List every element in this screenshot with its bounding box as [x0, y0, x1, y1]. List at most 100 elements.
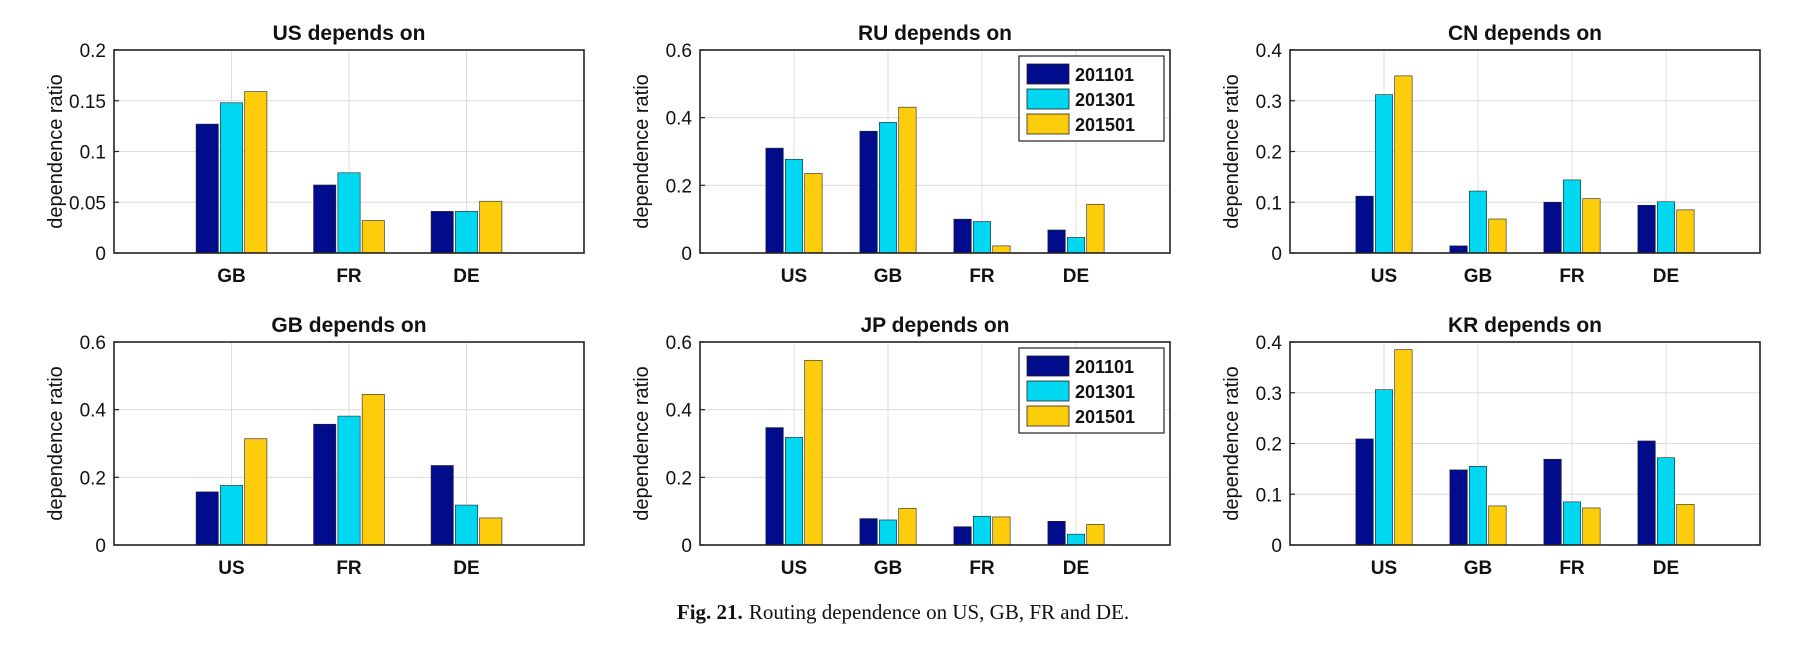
bar-gb-depends-on-de-201101 [430, 465, 454, 546]
x-tick-label-us: US [218, 558, 244, 579]
chart-title: CN depends on [1448, 22, 1602, 45]
chart-kr-depends-on: 0 0.1 0.2 0.3 0.4 US GB FR DE KR depends on depend… [1221, 314, 1761, 579]
legend-label-201301: 201301 [1075, 90, 1135, 110]
legend: 201101 201301 201501 [1018, 347, 1165, 434]
bar-us-depends-on-de-201101 [430, 211, 454, 254]
bar-cn-depends-on-de-201101 [1637, 204, 1656, 254]
bar-gb-depends-on-us-201301 [220, 485, 243, 546]
legend-label-201101: 201101 [1075, 357, 1134, 377]
legend-swatch-201301 [1026, 88, 1070, 110]
chart-gb-depends-on: 0 0.2 0.4 0.6 US FR DE GB depends on dependence … [45, 314, 585, 579]
chart-cn-depends-on: 0 0.1 0.2 0.3 0.4 US GB FR DE CN depends on depend… [1221, 22, 1761, 287]
chart-ru-depends-on: 0 0.2 0.4 0.6 US GB FR DE RU depends on dependenc… [631, 22, 1171, 287]
x-tick-label-us: US [1371, 266, 1397, 287]
bar-jp-depends-on-fr-201101 [953, 526, 972, 546]
bar-cn-depends-on-gb-201501 [1488, 218, 1507, 254]
bar-gb-depends-on-de-201301 [455, 504, 478, 546]
bar-kr-depends-on-gb-201501 [1488, 505, 1507, 546]
bar-cn-depends-on-us-201301 [1374, 94, 1394, 254]
legend-swatch-201301 [1026, 380, 1070, 402]
bar-us-depends-on-fr-201501 [361, 220, 385, 254]
y-axis-label: dependence ratio [631, 366, 653, 521]
bar-gb-depends-on-fr-201101 [313, 423, 337, 546]
bar-ru-depends-on-de-201301 [1066, 237, 1086, 254]
bar-kr-depends-on-de-201301 [1656, 457, 1676, 546]
y-tick-label: 0.2 [80, 468, 106, 489]
bar-ru-depends-on-gb-201301 [878, 122, 898, 254]
y-tick-label: 0.2 [1256, 435, 1282, 456]
bar-jp-depends-on-de-201501 [1086, 524, 1105, 546]
x-tick-label-gb: GB [1464, 266, 1493, 287]
bar-ru-depends-on-us-201501 [804, 173, 823, 254]
bar-cn-depends-on-us-201501 [1394, 75, 1413, 254]
y-tick-label: 0 [95, 536, 106, 557]
bar-us-depends-on-gb-201501 [244, 91, 268, 254]
bar-ru-depends-on-us-201101 [765, 147, 784, 254]
bar-ru-depends-on-us-201301 [784, 158, 804, 254]
bar-gb-depends-on-fr-201501 [361, 394, 385, 546]
bar-jp-depends-on-gb-201301 [878, 519, 898, 546]
y-axis-label: dependence ratio [45, 74, 67, 229]
bar-us-depends-on-gb-201301 [220, 102, 243, 254]
legend-swatch-201101 [1026, 355, 1070, 377]
bar-us-depends-on-fr-201301 [337, 172, 361, 254]
y-tick-label: 0.2 [666, 176, 692, 197]
y-tick-label: 0.05 [69, 193, 106, 214]
y-axis-label: dependence ratio [1221, 74, 1243, 229]
y-tick-label: 0.2 [1256, 143, 1282, 164]
y-axis-label: dependence ratio [631, 74, 653, 229]
bar-kr-depends-on-gb-201301 [1468, 466, 1488, 546]
bar-jp-depends-on-fr-201301 [972, 515, 992, 546]
x-tick-label-fr: FR [336, 558, 362, 579]
x-tick-label-fr: FR [1559, 558, 1585, 579]
x-tick-label-gb: GB [874, 266, 903, 287]
y-tick-label: 0.4 [666, 109, 693, 130]
y-tick-label: 0.1 [1256, 485, 1282, 506]
legend: 201101 201301 201501 [1018, 55, 1165, 142]
y-tick-label: 0.2 [80, 41, 106, 62]
y-tick-label: 0.3 [1256, 92, 1282, 113]
bar-ru-depends-on-fr-201301 [972, 221, 992, 254]
x-tick-label-de: DE [453, 558, 479, 579]
chart-title: US depends on [273, 22, 426, 45]
bar-kr-depends-on-fr-201101 [1543, 458, 1562, 546]
x-tick-label-gb: GB [217, 266, 246, 287]
y-tick-label: 0.1 [1256, 193, 1282, 214]
bar-gb-depends-on-us-201501 [244, 438, 268, 546]
bar-us-depends-on-fr-201101 [313, 184, 337, 254]
y-tick-label: 0.6 [80, 333, 106, 354]
x-tick-label-gb: GB [1464, 558, 1493, 579]
bar-jp-depends-on-us-201501 [804, 359, 823, 546]
x-tick-label-us: US [781, 266, 807, 287]
bar-jp-depends-on-de-201101 [1047, 521, 1066, 546]
bar-kr-depends-on-fr-201501 [1582, 507, 1601, 546]
bar-kr-depends-on-fr-201301 [1562, 501, 1582, 546]
plot-frame [699, 341, 1171, 546]
legend-swatch-201501 [1026, 405, 1070, 427]
bar-jp-depends-on-us-201301 [784, 437, 804, 546]
y-tick-label: 0 [95, 244, 106, 265]
y-tick-label: 0.2 [666, 468, 692, 489]
bar-gb-depends-on-fr-201301 [337, 415, 361, 546]
legend-label-201301: 201301 [1075, 382, 1135, 402]
x-tick-label-gb: GB [874, 558, 903, 579]
y-tick-label: 0.1 [80, 143, 106, 164]
x-tick-label-fr: FR [336, 266, 362, 287]
plot-frame [699, 49, 1171, 254]
y-tick-label: 0.4 [80, 401, 107, 422]
legend-swatch-201101 [1026, 63, 1070, 85]
chart-title: KR depends on [1448, 314, 1602, 337]
y-tick-label: 0.6 [666, 41, 692, 62]
bar-ru-depends-on-de-201101 [1047, 229, 1066, 254]
bar-kr-depends-on-us-201301 [1374, 389, 1394, 546]
bar-jp-depends-on-de-201301 [1066, 533, 1086, 546]
figure-caption: Fig. 21. Routing dependence on US, GB, FR… [0, 600, 1806, 625]
bar-kr-depends-on-us-201501 [1394, 349, 1413, 546]
plot-frame [113, 341, 585, 546]
legend-label-201501: 201501 [1075, 407, 1135, 427]
x-tick-label-de: DE [1653, 266, 1679, 287]
legend-label-201101: 201101 [1075, 65, 1134, 85]
x-tick-label-fr: FR [969, 266, 995, 287]
x-tick-label-de: DE [1063, 266, 1089, 287]
bar-cn-depends-on-gb-201101 [1449, 245, 1468, 254]
